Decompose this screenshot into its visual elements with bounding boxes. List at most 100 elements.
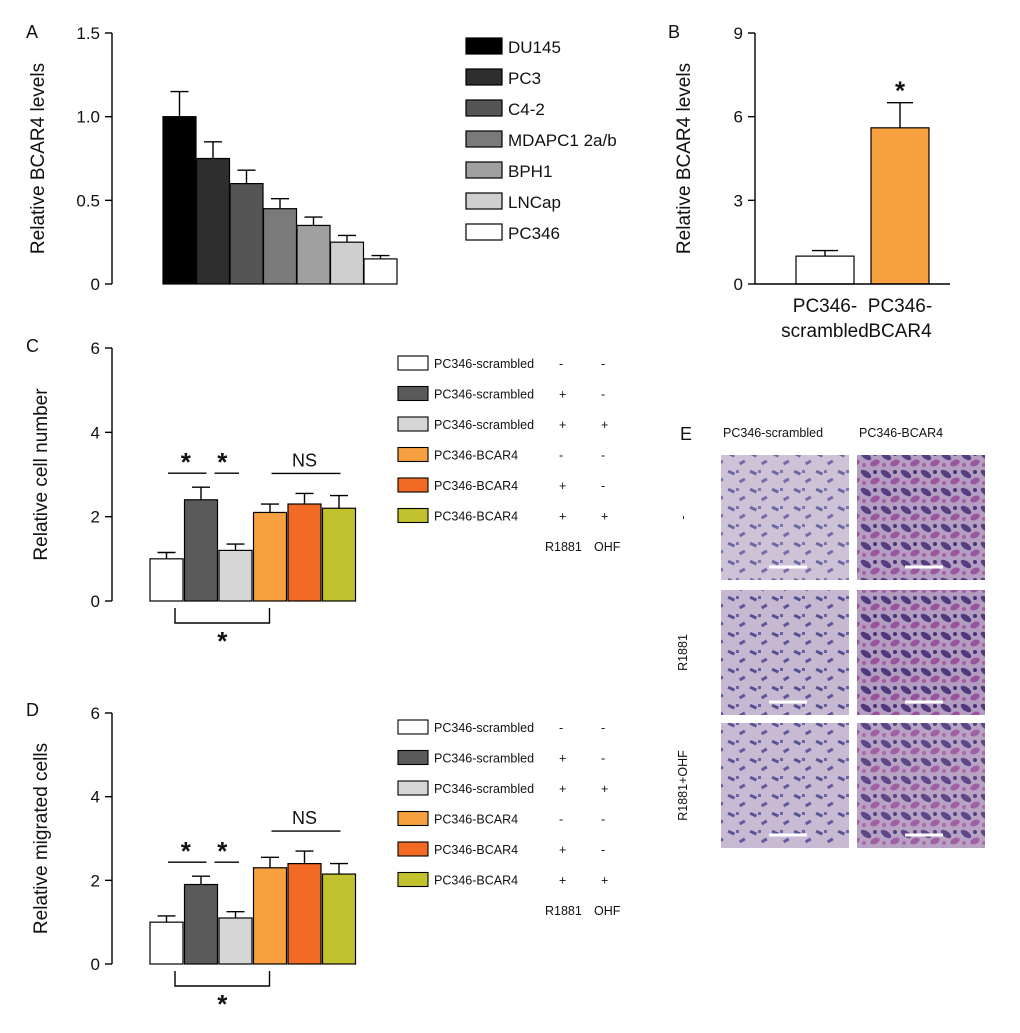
bar xyxy=(296,224,331,285)
y-tick-label: 1.0 xyxy=(76,108,100,127)
chart-b-bcar4-overexpression: 0 3 6 9 Relative BCAR4 levels PC346- scrambled… xyxy=(674,24,950,342)
legend-r1881: + xyxy=(559,782,566,796)
legend-ohf: - xyxy=(601,813,605,827)
legend-r1881: + xyxy=(559,752,566,766)
x-tick-label: scrambled xyxy=(781,321,869,342)
legend-swatch xyxy=(465,130,503,148)
significance-star: * xyxy=(181,447,192,477)
legend-r1881: - xyxy=(559,357,563,371)
y-tick-label: 4 xyxy=(91,423,100,442)
legend-swatch xyxy=(397,810,429,827)
legend-column-ohf: OHF xyxy=(594,904,621,918)
bar xyxy=(795,255,855,285)
bar xyxy=(870,127,930,285)
row-label: R1881+OHF xyxy=(676,750,690,821)
panel-label-e: E xyxy=(680,424,692,444)
legend-label: C4-2 xyxy=(508,100,545,119)
bar xyxy=(287,862,322,965)
chart-a-bcar4-cell-lines: 0 0.5 1.0 1.5 Relative BCAR4 levels DU145 PC3 C… xyxy=(28,24,617,294)
panel-e-micrographs: PC346-scrambled PC346-BCAR4 - R1881 R1881+OH… xyxy=(676,426,985,848)
legend-swatch xyxy=(397,507,429,524)
micrograph xyxy=(721,723,849,848)
significance-star: * xyxy=(217,836,228,866)
legend-column-r1881: R1881 xyxy=(545,540,582,554)
bar xyxy=(252,511,288,602)
legend-swatch xyxy=(397,416,429,432)
chart-c-cell-number: 0 2 4 6 Relative cell number * * NS * PC346-scram… xyxy=(31,339,621,656)
legend-swatch xyxy=(397,355,429,371)
legend-column-ohf: OHF xyxy=(594,540,621,554)
significance-star: * xyxy=(181,836,192,866)
y-tick-label: 0 xyxy=(91,592,100,611)
y-tick-label: 0 xyxy=(734,275,743,294)
legend-swatch xyxy=(465,192,503,210)
legend-label: PC3 xyxy=(508,69,541,88)
bar xyxy=(229,183,264,285)
y-tick-label: 6 xyxy=(91,704,100,723)
panel-label-b: B xyxy=(668,22,680,42)
legend-r1881: + xyxy=(559,874,566,888)
legend-ohf: - xyxy=(601,479,605,493)
legend-swatch xyxy=(465,223,503,241)
legend-swatch xyxy=(465,99,503,117)
bar xyxy=(363,258,398,285)
bar xyxy=(321,873,357,965)
legend-label: PC346-scrambled xyxy=(434,357,534,371)
significance-star: * xyxy=(217,447,228,477)
y-axis-title: Relative BCAR4 levels xyxy=(28,63,49,254)
legend-label: PC346-scrambled xyxy=(434,782,534,796)
bar xyxy=(218,549,253,602)
y-axis-title: Relative migrated cells xyxy=(31,743,52,934)
y-tick-label: 4 xyxy=(91,788,100,807)
legend-r1881: + xyxy=(559,843,566,857)
x-tick-label: PC346- xyxy=(793,296,857,317)
panel-label-a: A xyxy=(26,22,38,42)
x-tick-label: BCAR4 xyxy=(868,321,932,342)
panel-label-d: D xyxy=(26,700,39,720)
y-axis-title: Relative BCAR4 levels xyxy=(674,63,695,254)
legend-label: PC346-scrambled xyxy=(434,752,534,766)
legend-label: PC346-BCAR4 xyxy=(434,874,518,888)
bar xyxy=(183,883,219,965)
legend-r1881: - xyxy=(559,449,563,463)
bar xyxy=(149,558,184,602)
legend-label: PC346-BCAR4 xyxy=(434,813,518,827)
column-label: PC346-BCAR4 xyxy=(859,426,943,440)
legend-ohf: - xyxy=(601,449,605,463)
legend-label: PC346-scrambled xyxy=(434,388,534,402)
lower-significance-bracket xyxy=(174,608,271,624)
bar xyxy=(329,241,365,285)
y-tick-label: 0 xyxy=(91,275,100,294)
legend-swatch xyxy=(397,477,429,493)
y-tick-label: 0 xyxy=(91,955,100,974)
legend-ohf: - xyxy=(601,388,605,402)
legend-label: PC346-scrambled xyxy=(434,418,534,432)
legend-swatch xyxy=(397,780,429,796)
micrograph xyxy=(857,723,985,848)
bar xyxy=(195,157,231,285)
legend-r1881: + xyxy=(559,388,566,402)
legend-label: PC346-BCAR4 xyxy=(434,843,518,857)
bar xyxy=(321,507,357,602)
legend-label: PC346-scrambled xyxy=(434,721,534,735)
bar xyxy=(149,921,184,965)
y-tick-label: 1.5 xyxy=(76,24,100,43)
lower-significance-bracket xyxy=(174,971,271,987)
legend-swatch xyxy=(397,841,429,857)
significance-star: * xyxy=(217,626,228,656)
ns-label: NS xyxy=(292,450,317,470)
legend-label: PC346-BCAR4 xyxy=(434,449,518,463)
legend-swatch xyxy=(465,68,503,86)
ns-label: NS xyxy=(292,808,317,828)
legend-swatch xyxy=(397,719,429,735)
legend-ohf: + xyxy=(601,874,608,888)
legend-ohf: - xyxy=(601,843,605,857)
legend-ohf: + xyxy=(601,418,608,432)
y-tick-label: 2 xyxy=(91,508,100,527)
legend-ohf: + xyxy=(601,510,608,524)
y-axis-title: Relative cell number xyxy=(31,388,52,561)
legend-label: PC346 xyxy=(508,224,560,243)
legend-r1881: + xyxy=(559,418,566,432)
legend-label: BPH1 xyxy=(508,162,552,181)
